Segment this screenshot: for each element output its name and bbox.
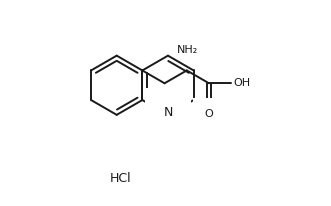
Text: HCl: HCl <box>110 172 131 185</box>
Text: OH: OH <box>234 78 251 88</box>
Text: NH₂: NH₂ <box>177 45 198 55</box>
Text: O: O <box>205 109 213 119</box>
Text: N: N <box>163 106 173 119</box>
